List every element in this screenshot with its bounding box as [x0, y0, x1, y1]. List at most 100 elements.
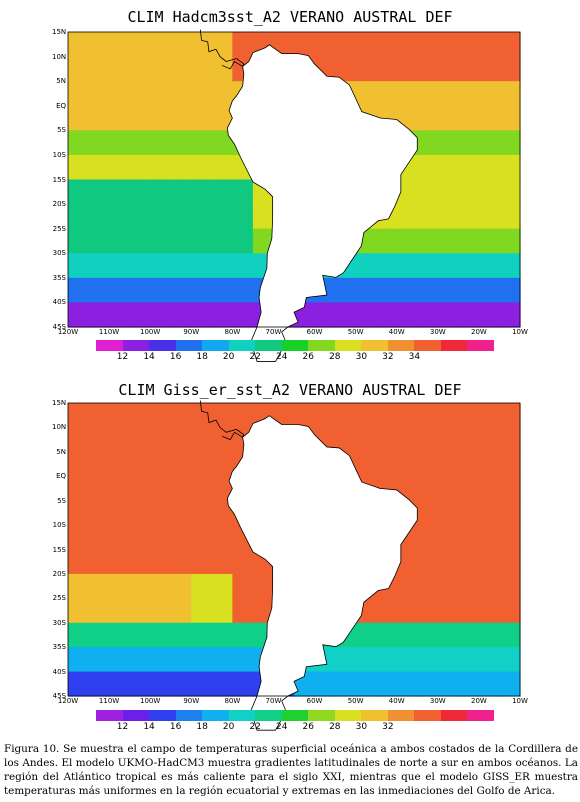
- sst-cell: [478, 549, 501, 575]
- sst-cell: [191, 622, 213, 648]
- south-america-landmass: [227, 415, 418, 731]
- sst-cell: [211, 204, 233, 230]
- sst-cell: [191, 130, 213, 156]
- sst-cell: [478, 622, 501, 648]
- colorbar-swatch: [361, 340, 388, 351]
- sst-cell: [499, 500, 521, 526]
- sst-cell: [109, 525, 131, 551]
- sst-cell: [376, 253, 398, 279]
- sst-cell: [499, 671, 521, 697]
- sst-cell: [170, 525, 192, 551]
- colorbar-swatch: [467, 340, 494, 351]
- colorbar-swatch: [228, 340, 256, 351]
- colorbar-swatch: [361, 710, 388, 721]
- sst-cell: [88, 204, 110, 230]
- sst-cell: [417, 573, 439, 599]
- colorbar-label: 12: [116, 722, 129, 732]
- sst-cell: [232, 622, 254, 648]
- sst-cell: [273, 32, 295, 58]
- sst-cell: [437, 647, 459, 673]
- sst-cell: [150, 154, 172, 181]
- sst-cell: [191, 403, 213, 429]
- sst-cell: [478, 204, 501, 230]
- sst-cell: [211, 549, 233, 575]
- sst-cell: [88, 154, 110, 181]
- colorbar-label: 30: [355, 722, 368, 732]
- sst-cell: [68, 622, 90, 648]
- central-america-coastline: [199, 29, 245, 70]
- sst-cell: [88, 671, 110, 697]
- sst-cell: [417, 179, 439, 205]
- sst-cell: [170, 403, 192, 429]
- sst-cell: [150, 228, 172, 254]
- sst-cell: [417, 32, 439, 58]
- sst-cell: [88, 525, 110, 551]
- sst-cell: [417, 204, 439, 230]
- sst-cell: [129, 573, 151, 599]
- sst-cell: [88, 647, 110, 673]
- colorbar-swatch: [414, 710, 441, 721]
- sst-cell: [437, 671, 459, 697]
- sst-cell: [109, 56, 131, 82]
- sst-cell: [88, 228, 110, 254]
- sst-cell: [437, 476, 459, 502]
- colorbar-swatch: [202, 710, 229, 721]
- sst-cell: [458, 476, 480, 502]
- sst-cell: [170, 598, 192, 624]
- latitude-label: 5S: [57, 496, 66, 505]
- colorbar-swatch: [255, 340, 282, 351]
- sst-cell: [376, 427, 398, 453]
- colorbar-label: 12: [116, 352, 129, 362]
- sst-cell: [417, 302, 439, 328]
- latitude-label: 40S: [52, 298, 66, 307]
- sst-cell: [499, 549, 521, 575]
- sst-cell: [88, 179, 110, 205]
- sst-cell: [191, 277, 213, 304]
- sst-cell: [129, 671, 151, 697]
- sst-cell: [150, 500, 172, 526]
- sst-cell: [417, 549, 439, 575]
- sst-cell: [88, 253, 110, 279]
- sst-cell: [478, 56, 501, 82]
- sst-cell: [458, 302, 480, 328]
- longitude-label: 40W: [388, 328, 405, 336]
- sst-cell: [478, 130, 501, 156]
- colorbar-swatch: [387, 710, 415, 721]
- sst-cell: [109, 573, 131, 599]
- sst-cell: [88, 598, 110, 624]
- sst-cell: [417, 647, 439, 673]
- sst-cell: [170, 277, 192, 304]
- sst-cell: [109, 549, 131, 575]
- sst-cell: [68, 427, 90, 453]
- sst-cell: [170, 622, 192, 648]
- sst-cell: [109, 228, 131, 254]
- sst-cell: [499, 130, 521, 156]
- sst-cell: [314, 32, 336, 58]
- latitude-label: 35S: [52, 273, 66, 282]
- sst-cell: [376, 81, 398, 107]
- sst-cell: [68, 476, 90, 502]
- sst-cell: [129, 154, 151, 181]
- sst-cell: [355, 253, 377, 279]
- longitude-label: 50W: [347, 697, 364, 705]
- sst-cell: [109, 105, 131, 131]
- sst-cell: [211, 154, 233, 181]
- sst-cell: [109, 154, 131, 181]
- sst-cell: [170, 500, 192, 526]
- latitude-label: 5N: [56, 77, 66, 86]
- latitude-label: 15N: [52, 28, 67, 36]
- sst-cell: [232, 277, 254, 304]
- sst-cell: [109, 476, 131, 502]
- sst-cell: [499, 573, 521, 599]
- sst-cell: [109, 500, 131, 526]
- sst-cell: [437, 403, 459, 429]
- sst-cell: [211, 403, 233, 429]
- map-title: CLIM Hadcm3sst_A2 VERANO AUSTRAL DEF: [127, 8, 453, 26]
- sst-cell: [458, 403, 480, 429]
- sst-cell: [355, 302, 377, 328]
- colorbar-swatch: [334, 710, 362, 721]
- sst-cell: [88, 105, 110, 131]
- sst-cell: [355, 32, 377, 58]
- latitude-label: 30S: [52, 249, 66, 258]
- sst-cell: [335, 427, 357, 453]
